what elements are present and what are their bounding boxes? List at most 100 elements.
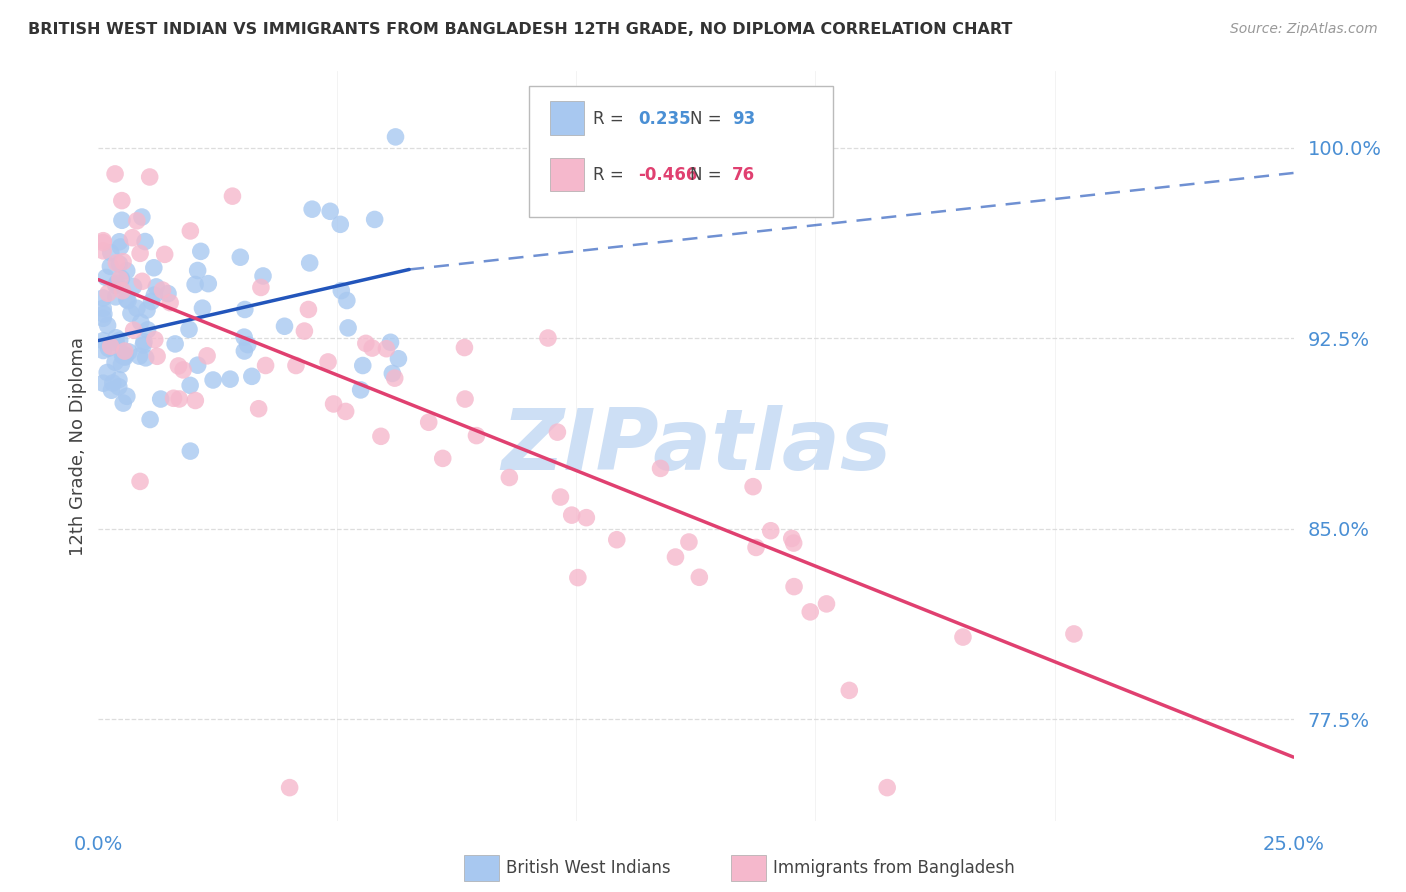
Point — [465, 428, 488, 442]
Point — [91, 301, 114, 316]
Point — [162, 391, 184, 405]
Point — [184, 393, 207, 408]
Point — [384, 371, 406, 385]
Point — [191, 301, 214, 315]
Point — [91, 343, 114, 358]
Point — [136, 303, 159, 318]
Point — [838, 683, 860, 698]
Point — [361, 341, 384, 355]
Point — [292, 324, 315, 338]
Text: Source: ZipAtlas.com: Source: ZipAtlas.com — [1230, 22, 1378, 37]
Point — [91, 291, 114, 305]
Point — [370, 429, 392, 443]
Point — [254, 359, 277, 373]
Point — [97, 286, 120, 301]
Point — [143, 333, 166, 347]
Point — [100, 339, 122, 353]
Point — [330, 284, 353, 298]
Point — [195, 349, 218, 363]
Point — [118, 345, 141, 359]
Point — [115, 264, 138, 278]
Point — [678, 535, 700, 549]
Point — [136, 323, 159, 337]
Point — [169, 392, 191, 406]
Point — [250, 280, 273, 294]
Point — [100, 260, 122, 274]
Point — [107, 380, 129, 394]
Point — [381, 367, 404, 381]
Point — [284, 359, 307, 373]
Point — [105, 331, 128, 345]
Point — [101, 376, 124, 390]
Point — [329, 217, 352, 231]
Point — [139, 412, 162, 426]
Point — [240, 369, 263, 384]
Point — [380, 335, 402, 350]
Point — [363, 212, 385, 227]
Point — [114, 348, 136, 362]
Point — [104, 355, 127, 369]
Point — [319, 204, 342, 219]
Point — [453, 341, 475, 355]
FancyBboxPatch shape — [529, 87, 834, 218]
Point — [138, 169, 160, 184]
Point — [141, 294, 163, 309]
Point — [108, 257, 131, 271]
Point — [335, 404, 357, 418]
Point — [115, 293, 138, 307]
Point — [783, 580, 806, 594]
FancyBboxPatch shape — [550, 102, 583, 135]
Point — [108, 333, 131, 347]
Point — [146, 349, 169, 363]
Point — [91, 234, 114, 248]
Point — [129, 475, 152, 489]
Point — [111, 194, 134, 208]
Text: 76: 76 — [733, 166, 755, 184]
Point — [120, 306, 142, 320]
Point — [782, 536, 804, 550]
Point — [108, 235, 131, 249]
Point — [135, 351, 157, 365]
FancyBboxPatch shape — [550, 158, 583, 191]
Point — [229, 250, 252, 264]
Point — [179, 444, 201, 458]
Point — [418, 415, 440, 429]
Point — [799, 605, 821, 619]
Point — [172, 363, 194, 377]
Point — [759, 524, 782, 538]
Point — [650, 461, 672, 475]
Point — [114, 344, 136, 359]
Point — [105, 335, 128, 350]
Point — [498, 470, 520, 484]
Point — [131, 274, 153, 288]
Point — [202, 373, 225, 387]
Point — [454, 392, 477, 406]
Text: British West Indians: British West Indians — [506, 859, 671, 877]
Point — [91, 235, 114, 250]
Point — [111, 213, 134, 227]
Point — [91, 334, 114, 348]
Point — [298, 256, 321, 270]
Point — [432, 451, 454, 466]
Point — [108, 373, 131, 387]
Point — [112, 254, 135, 268]
Point — [156, 286, 179, 301]
Point — [117, 293, 139, 308]
Point — [546, 425, 568, 439]
Point — [114, 350, 136, 364]
Point — [876, 780, 898, 795]
Point — [129, 315, 152, 329]
Point — [301, 202, 323, 217]
Point — [105, 276, 128, 290]
Point — [177, 322, 200, 336]
Point — [159, 295, 181, 310]
Point — [97, 341, 120, 355]
Point — [952, 630, 974, 644]
Point — [104, 278, 127, 293]
Point — [187, 358, 209, 372]
Point — [165, 337, 187, 351]
Point — [550, 490, 572, 504]
Text: 93: 93 — [733, 110, 755, 128]
Point — [233, 330, 256, 344]
Point — [337, 321, 360, 335]
